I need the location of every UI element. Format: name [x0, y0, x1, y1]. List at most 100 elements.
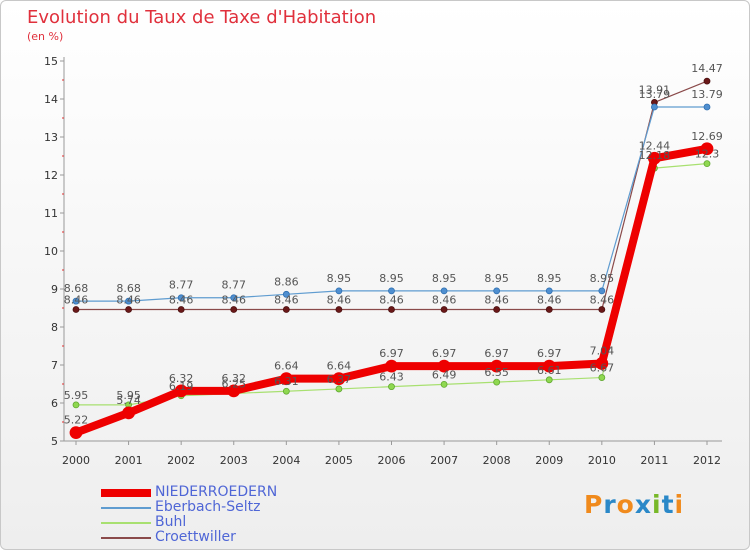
data-label: 13.91 [639, 83, 671, 96]
data-point [332, 372, 346, 386]
y-tick-label: 8 [51, 321, 58, 334]
data-point [385, 359, 398, 373]
y-tick-label: 5 [51, 435, 58, 448]
data-label: 6.67 [590, 362, 615, 375]
data-point [230, 306, 238, 313]
x-tick-label: 2002 [167, 454, 195, 467]
data-label: 12.69 [691, 130, 723, 143]
data-label: 8.46 [222, 294, 247, 307]
data-label: 7.04 [590, 344, 615, 357]
brand-letter: i [674, 490, 685, 519]
data-label: 13.79 [691, 88, 723, 101]
legend-label-niederroedern: NIEDERROEDERN [155, 484, 278, 500]
data-point [388, 306, 395, 313]
data-point [174, 384, 188, 398]
data-label: 8.95 [432, 272, 457, 285]
data-label: 6.32 [169, 372, 194, 385]
data-label: 14.47 [691, 62, 723, 75]
x-tick-label: 2010 [588, 454, 616, 467]
data-label: 8.68 [64, 282, 89, 295]
chart-title: Evolution du Taux de Taxe d'Habitation [27, 7, 377, 28]
y-tick-label: 11 [44, 207, 58, 220]
y-tick-label: 6 [51, 397, 58, 410]
legend-swatch-buhl [101, 522, 151, 524]
data-point [703, 77, 711, 85]
data-label: 8.46 [274, 294, 299, 307]
data-label: 12.18 [639, 149, 671, 162]
data-point [703, 103, 711, 111]
labels-eberbach-seltz: 8.68 8.68 8.77 8.77 8.86 8.95 8.95 8.95 8.95 8.95… [64, 88, 723, 295]
data-label: 6.32 [222, 372, 247, 385]
data-label: 8.77 [222, 279, 247, 292]
legend-swatch-eberbach-seltz [101, 507, 151, 509]
series-eberbach-seltz [72, 103, 711, 305]
data-label: 8.95 [590, 272, 615, 285]
data-point [598, 306, 606, 313]
brand-logo: Proxiti [584, 490, 684, 519]
data-label: 8.46 [484, 294, 509, 307]
data-label: 6.97 [537, 347, 562, 360]
data-label: 8.95 [537, 272, 562, 285]
data-point [440, 306, 448, 313]
brand-letter: r [603, 490, 617, 519]
x-tick-label: 2008 [483, 454, 511, 467]
data-point [177, 294, 185, 302]
chart-unit: (en %) [27, 30, 64, 43]
data-point [282, 290, 290, 298]
data-point [335, 306, 343, 313]
data-label: 8.46 [116, 294, 141, 307]
data-label: 6.55 [484, 366, 509, 379]
data-label: 5.22 [64, 414, 89, 427]
data-point [227, 384, 241, 398]
data-point [282, 306, 290, 313]
data-label: 6.97 [432, 347, 457, 360]
data-label: 5.95 [116, 389, 141, 402]
labels-buhl: 5.95 5.95 6.19 6.25 6.31 6.37 6.43 6.49 6.55 6.61… [64, 148, 720, 402]
data-point [700, 142, 714, 156]
data-label: 6.19 [169, 380, 194, 393]
data-label: 6.97 [379, 347, 404, 360]
x-tick-label: 2007 [430, 454, 458, 467]
data-label: 12.44 [639, 139, 671, 152]
series-croettwiller [72, 77, 711, 313]
brand-letter: t [661, 490, 675, 519]
y-tick-label: 13 [44, 131, 58, 144]
data-point [437, 359, 451, 373]
data-label: 6.49 [432, 368, 457, 381]
legend-label-eberbach-seltz: Eberbach-Seltz [155, 499, 261, 515]
brand-letter: i [652, 490, 662, 519]
data-point [545, 287, 553, 295]
x-tick-label: 2012 [693, 454, 721, 467]
data-point [493, 287, 501, 295]
data-label: 8.46 [64, 294, 89, 307]
data-label: 8.86 [274, 275, 299, 288]
brand-letter: x [634, 490, 652, 519]
legend-swatch-croettwiller [101, 537, 151, 539]
data-label: 8.95 [327, 272, 352, 285]
x-tick-label: 2000 [62, 454, 90, 467]
data-point [651, 103, 658, 111]
data-label: 8.46 [537, 294, 562, 307]
y-tick-label: 10 [44, 245, 58, 258]
data-point [545, 306, 553, 313]
data-label: 8.46 [432, 294, 457, 307]
data-point [335, 385, 343, 393]
data-label: 13.79 [639, 88, 671, 101]
data-label: 6.25 [222, 378, 247, 391]
data-point [595, 357, 609, 370]
data-point [388, 287, 395, 295]
data-point [122, 406, 135, 420]
x-tick-label: 2006 [378, 454, 406, 467]
data-point [72, 306, 80, 313]
data-label: 6.43 [379, 371, 404, 384]
data-label: 6.64 [274, 360, 299, 373]
y-tick-label: 7 [51, 359, 58, 372]
data-point [388, 383, 395, 391]
y-tick-label: 12 [44, 169, 58, 182]
x-tick-label: 2003 [220, 454, 248, 467]
data-point [598, 287, 606, 295]
data-point [72, 297, 80, 305]
data-point [648, 151, 661, 165]
